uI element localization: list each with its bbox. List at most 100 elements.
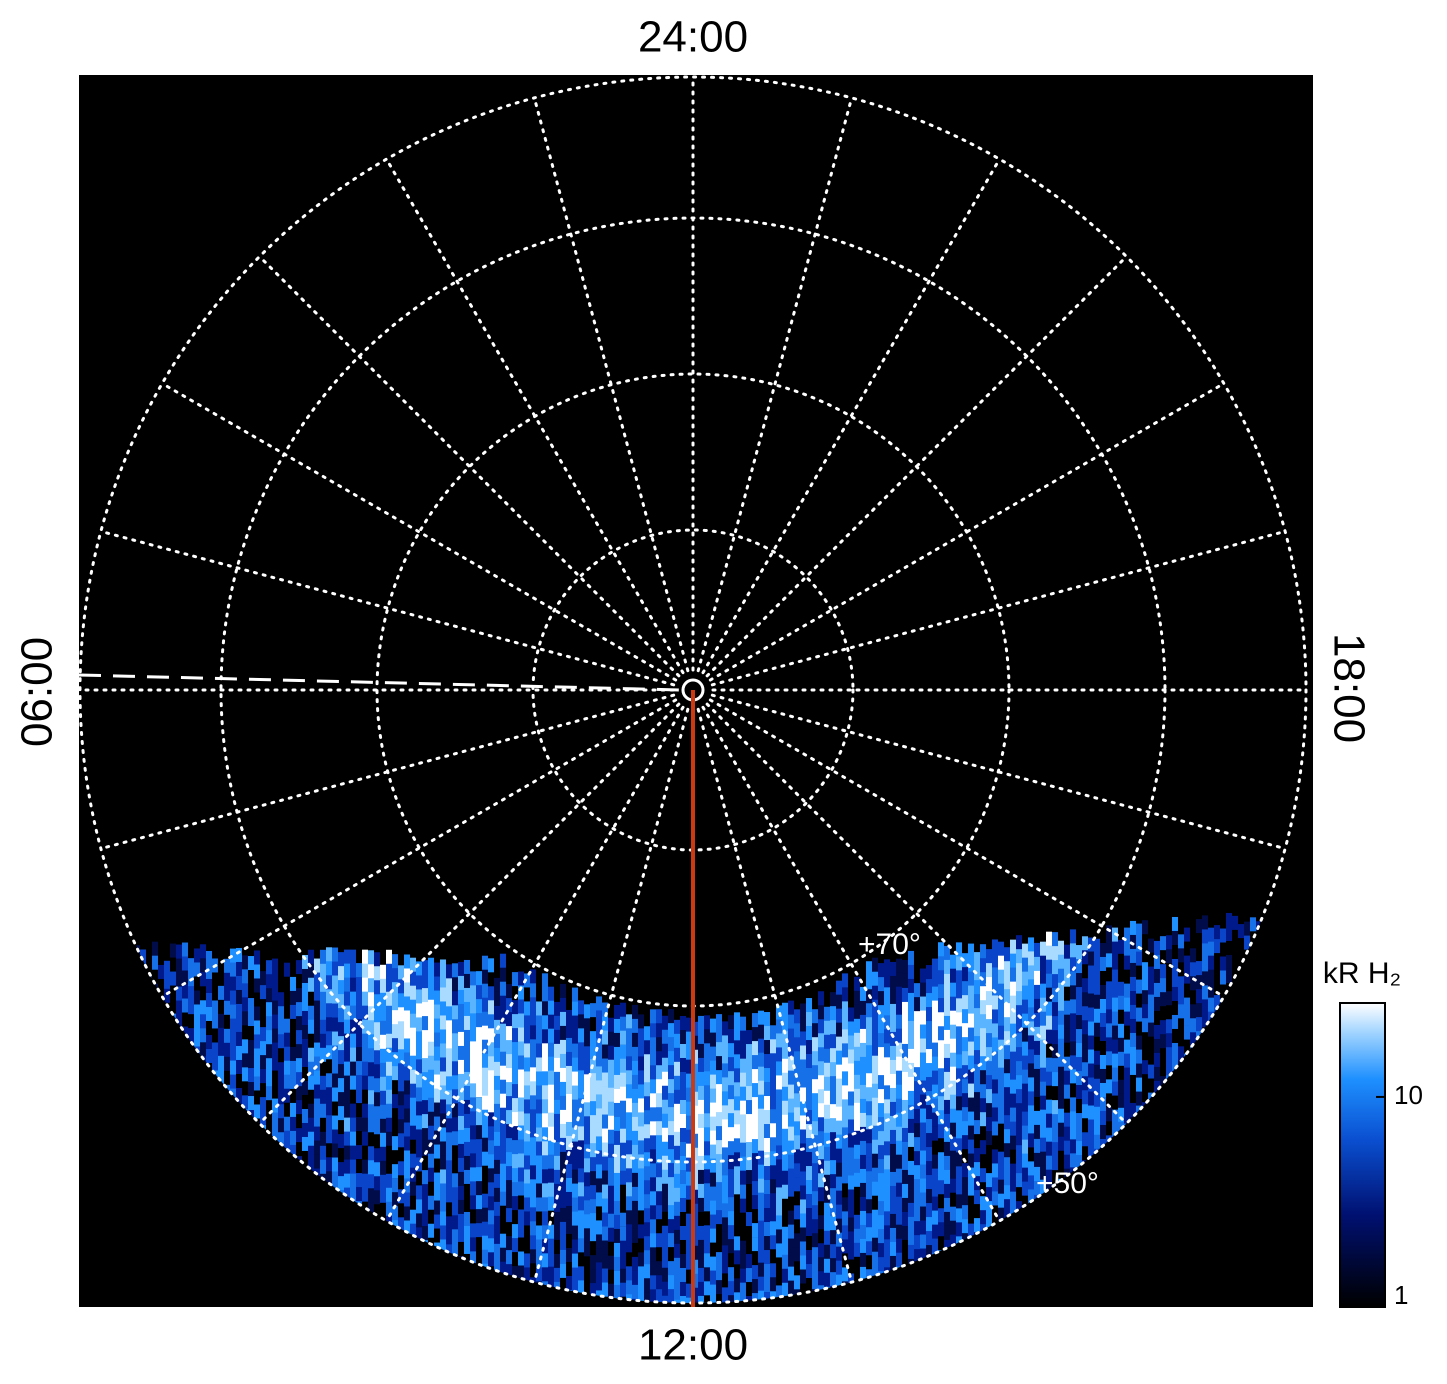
aurora-pixel (824, 1174, 830, 1197)
aurora-pixel (290, 1088, 296, 1114)
aurora-pixel (1070, 943, 1076, 958)
aurora-pixel (278, 1076, 284, 1093)
aurora-pixel (1178, 976, 1184, 995)
aurora-pixel (632, 1046, 638, 1066)
aurora-pixel (698, 1057, 704, 1073)
aurora-pixel (542, 1169, 548, 1189)
aurora-pixel (698, 1239, 704, 1256)
aurora-pixel (1004, 1059, 1010, 1081)
aurora-pixel (410, 1027, 416, 1045)
aurora-pixel (434, 1200, 440, 1228)
aurora-pixel (1082, 936, 1088, 958)
aurora-pixel (776, 1271, 782, 1289)
aurora-pixel (488, 1252, 494, 1278)
aurora-pixel (902, 1001, 908, 1024)
aurora-pixel (788, 1252, 794, 1269)
aurora-pixel (962, 1205, 968, 1227)
aurora-pixel (500, 995, 506, 1012)
aurora-pixel (770, 1263, 776, 1284)
aurora-pixel (554, 1085, 560, 1102)
aurora-pixel (428, 1153, 434, 1182)
aurora-pixel (902, 1197, 908, 1215)
aurora-pixel (608, 1073, 614, 1102)
aurora-pixel (788, 1140, 794, 1165)
aurora-pixel (1088, 1049, 1094, 1071)
aurora-pixel (896, 1028, 902, 1043)
aurora-pixel (1196, 975, 1202, 1002)
aurora-pixel (548, 1000, 554, 1018)
aurora-pixel (764, 1236, 770, 1254)
aurora-pixel (332, 1171, 338, 1190)
aurora-pixel (806, 1026, 812, 1051)
aurora-pixel (740, 1240, 746, 1261)
aurora-pixel (632, 1228, 638, 1247)
aurora-pixel (248, 1054, 254, 1076)
aurora-pixel (386, 1061, 392, 1085)
aurora-pixel (614, 1200, 620, 1221)
aurora-pixel (1022, 1097, 1028, 1120)
aurora-pixel (986, 1019, 992, 1034)
aurora-pixel (518, 1153, 524, 1182)
aurora-pixel (890, 1087, 896, 1104)
aurora-pixel (884, 1183, 890, 1207)
aurora-pixel (716, 1014, 722, 1037)
aurora-pixel (890, 1157, 896, 1183)
aurora-pixel (512, 972, 518, 992)
aurora-pixel (1208, 941, 1214, 965)
aurora-pixel (704, 1267, 710, 1289)
aurora-pixel (764, 1292, 770, 1303)
aurora-pixel (458, 1101, 464, 1124)
aurora-pixel (788, 1126, 794, 1149)
aurora-pixel (986, 1103, 992, 1123)
aurora-pixel (722, 1217, 728, 1240)
aurora-pixel (728, 1211, 734, 1226)
aurora-pixel (1058, 1024, 1064, 1045)
aurora-pixel (350, 963, 356, 983)
aurora-pixel (878, 1089, 884, 1117)
aurora-pixel (578, 1238, 584, 1257)
aurora-pixel (680, 1253, 686, 1274)
aurora-pixel (992, 939, 998, 965)
aurora-pixel (308, 1089, 314, 1110)
aurora-pixel (1040, 941, 1046, 965)
aurora-pixel (800, 1073, 806, 1089)
aurora-pixel (896, 944, 902, 962)
aurora-pixel (470, 1195, 476, 1212)
aurora-pixel (992, 967, 998, 984)
aurora-pixel (212, 986, 218, 1013)
aurora-pixel (374, 1050, 380, 1067)
aurora-pixel (302, 1080, 308, 1097)
aurora-pixel (842, 1113, 848, 1132)
aurora-pixel (932, 1098, 938, 1117)
aurora-pixel (1040, 1306, 1046, 1323)
aurora-pixel (506, 984, 512, 999)
aurora-pixel (410, 1195, 416, 1224)
aurora-pixel (656, 1289, 662, 1303)
aurora-pixel (1046, 973, 1052, 998)
aurora-pixel (1010, 1121, 1016, 1149)
aurora-pixel (590, 1073, 596, 1099)
aurora-pixel (884, 1155, 890, 1177)
aurora-pixel (1136, 937, 1142, 953)
aurora-pixel (896, 1042, 902, 1062)
aurora-pixel (956, 942, 962, 969)
aurora-pixel (254, 1020, 260, 1037)
aurora-pixel (416, 1143, 422, 1160)
aurora-pixel (848, 1091, 854, 1107)
aurora-pixel (686, 1017, 692, 1034)
aurora-pixel (416, 1213, 422, 1235)
aurora-pixel (548, 986, 554, 1011)
aurora-pixel (920, 1010, 926, 1036)
aurora-pixel (482, 1151, 488, 1176)
aurora-pixel (1124, 1011, 1130, 1031)
aurora-pixel (512, 1196, 518, 1213)
aurora-pixel (1076, 987, 1082, 1005)
aurora-pixel (206, 1048, 212, 1068)
aurora-pixel (986, 1117, 992, 1136)
aurora-pixel (962, 1093, 968, 1112)
aurora-pixel (590, 1185, 596, 1213)
aurora-pixel (398, 1105, 404, 1126)
aurora-pixel (746, 1296, 752, 1303)
aurora-pixel (608, 1115, 614, 1132)
aurora-pixel (146, 962, 152, 979)
